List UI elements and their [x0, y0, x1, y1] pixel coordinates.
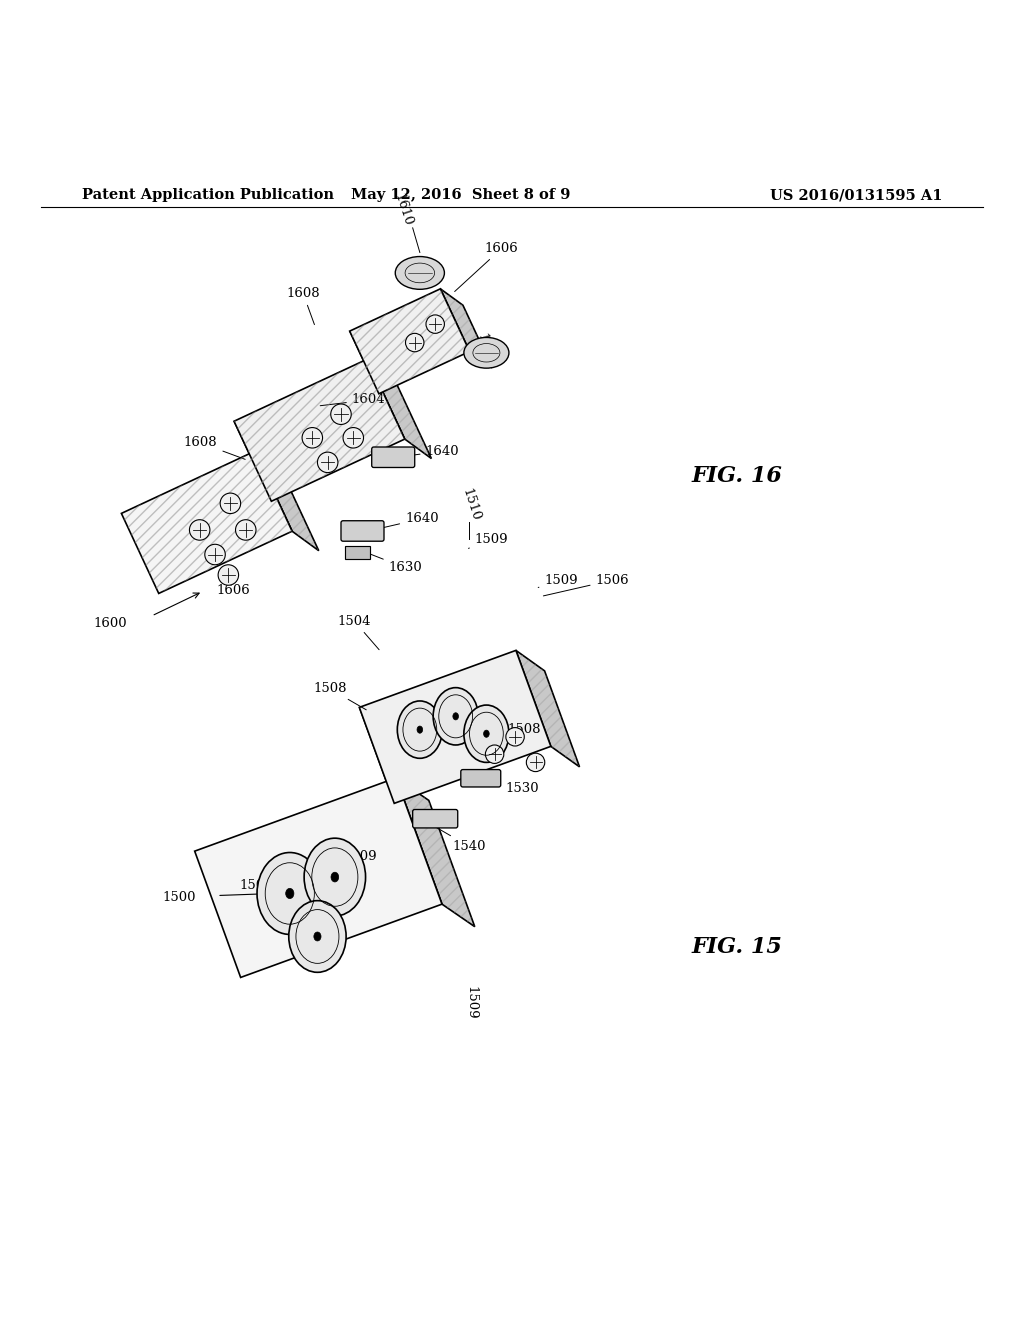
Ellipse shape [483, 730, 489, 738]
Text: 1640: 1640 [372, 512, 438, 531]
Text: US 2016/0131595 A1: US 2016/0131595 A1 [770, 189, 942, 202]
Text: 1508: 1508 [313, 682, 367, 710]
Ellipse shape [304, 838, 366, 916]
Text: Patent Application Publication: Patent Application Publication [82, 189, 334, 202]
Polygon shape [516, 651, 580, 767]
Polygon shape [359, 708, 442, 904]
Ellipse shape [397, 701, 442, 758]
Polygon shape [349, 331, 404, 440]
Ellipse shape [257, 853, 323, 935]
Text: 1508: 1508 [493, 723, 541, 743]
Text: FIG. 16: FIG. 16 [692, 465, 782, 487]
Circle shape [485, 744, 504, 763]
Text: 1530: 1530 [486, 779, 539, 795]
Text: FIG. 15: FIG. 15 [692, 936, 782, 958]
Circle shape [205, 544, 225, 565]
FancyBboxPatch shape [413, 809, 458, 828]
Polygon shape [349, 289, 470, 393]
Polygon shape [234, 359, 404, 502]
Ellipse shape [395, 256, 444, 289]
Ellipse shape [464, 705, 509, 763]
Circle shape [220, 494, 241, 513]
FancyBboxPatch shape [341, 520, 384, 541]
Polygon shape [195, 777, 442, 977]
Circle shape [406, 334, 424, 351]
Ellipse shape [417, 726, 423, 733]
Circle shape [331, 404, 351, 425]
Circle shape [236, 520, 256, 540]
Polygon shape [396, 777, 475, 927]
Circle shape [218, 565, 239, 585]
Polygon shape [368, 359, 431, 458]
FancyBboxPatch shape [372, 447, 415, 467]
FancyBboxPatch shape [345, 546, 370, 558]
Text: 1509: 1509 [539, 574, 578, 587]
Polygon shape [359, 651, 551, 804]
Ellipse shape [433, 688, 478, 744]
Circle shape [526, 754, 545, 772]
Polygon shape [234, 421, 292, 531]
Ellipse shape [313, 932, 322, 941]
Text: 1509: 1509 [469, 533, 508, 548]
Text: 1604: 1604 [321, 393, 385, 407]
Text: 1608: 1608 [184, 437, 245, 459]
Text: 1608: 1608 [287, 286, 319, 325]
Text: 1506: 1506 [240, 879, 272, 892]
Text: 1500: 1500 [163, 891, 196, 904]
Ellipse shape [464, 338, 509, 368]
FancyBboxPatch shape [461, 770, 501, 787]
Circle shape [343, 428, 364, 447]
Text: 1509: 1509 [317, 850, 377, 896]
Polygon shape [255, 451, 318, 550]
Text: 1610: 1610 [392, 191, 415, 227]
Text: 1504: 1504 [338, 615, 379, 649]
Ellipse shape [289, 900, 346, 973]
Text: May 12, 2016  Sheet 8 of 9: May 12, 2016 Sheet 8 of 9 [351, 189, 570, 202]
Polygon shape [440, 289, 493, 368]
Circle shape [317, 453, 338, 473]
Text: 1630: 1630 [367, 553, 422, 574]
Ellipse shape [453, 713, 459, 719]
Ellipse shape [286, 888, 294, 899]
Polygon shape [122, 451, 292, 594]
Text: 1510: 1510 [460, 486, 482, 523]
Circle shape [426, 315, 444, 334]
Text: 1509: 1509 [465, 986, 477, 1020]
Text: 1610: 1610 [475, 331, 498, 368]
Text: 1606: 1606 [217, 583, 250, 597]
Text: 1606: 1606 [455, 242, 518, 292]
Text: 1600: 1600 [94, 616, 127, 630]
Text: 1540: 1540 [432, 825, 485, 853]
Circle shape [189, 520, 210, 540]
Text: 1506: 1506 [544, 574, 629, 595]
Ellipse shape [331, 873, 339, 882]
Circle shape [302, 428, 323, 447]
Text: 1640: 1640 [400, 445, 459, 458]
Circle shape [506, 727, 524, 746]
